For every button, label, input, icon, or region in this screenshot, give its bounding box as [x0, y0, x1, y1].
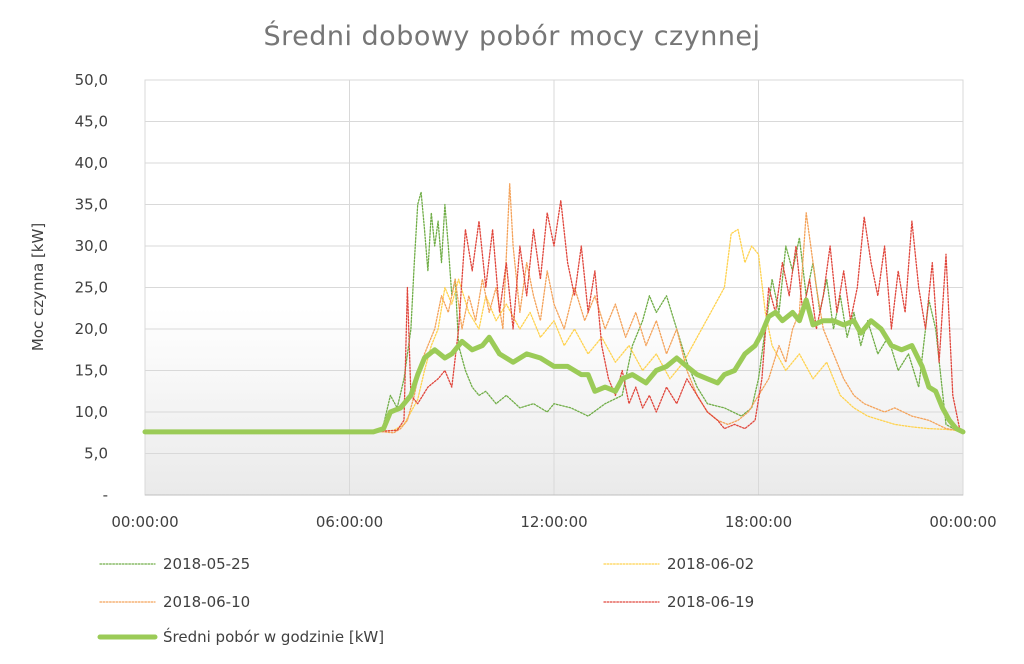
x-tick-label: 18:00:00	[725, 513, 792, 531]
legend-label-2: 2018-06-10	[163, 593, 250, 611]
x-tick-label: 00:00:00	[111, 513, 178, 531]
y-tick-label: 10,0	[75, 403, 108, 421]
legend-label-1: 2018-06-02	[667, 555, 754, 573]
legend-label-4: Średni pobór w godzinie [kW]	[163, 627, 384, 646]
x-tick-label: 06:00:00	[316, 513, 383, 531]
y-axis-ticks: - 5,0 10,0 15,0 20,0 25,0 30,0 35,0 40,0 45,0 50,0	[75, 71, 108, 504]
series-lines	[142, 183, 966, 435]
y-tick-label: -	[103, 486, 108, 504]
y-tick-label: 25,0	[75, 279, 108, 297]
legend-label-3: 2018-06-19	[667, 593, 754, 611]
x-tick-label: 00:00:00	[929, 513, 996, 531]
series-line-3	[144, 199, 964, 432]
x-tick-label: 12:00:00	[520, 513, 587, 531]
series-line-1	[144, 228, 964, 433]
y-tick-label: 45,0	[75, 113, 108, 131]
y-tick-label: 50,0	[75, 71, 108, 89]
y-tick-label: 40,0	[75, 154, 108, 172]
y-tick-label: 30,0	[75, 237, 108, 255]
legend: 2018-05-25 2018-06-02 2018-06-10 2018-06-19…	[97, 555, 754, 646]
series-line-0	[144, 191, 964, 434]
chart-title: Średni dobowy pobór mocy czynnej	[263, 20, 760, 52]
legend-label-0: 2018-05-25	[163, 555, 250, 573]
y-tick-label: 20,0	[75, 320, 108, 338]
y-tick-label: 5,0	[84, 445, 108, 463]
y-tick-label: 15,0	[75, 362, 108, 380]
x-axis-ticks: 00:00:00 06:00:00 12:00:00 18:00:00 00:00:00	[111, 513, 996, 531]
y-tick-label: 35,0	[75, 196, 108, 214]
series-line-4	[142, 297, 966, 435]
grid-lines	[145, 79, 963, 496]
y-axis-title: Moc czynna [kW]	[29, 223, 47, 351]
